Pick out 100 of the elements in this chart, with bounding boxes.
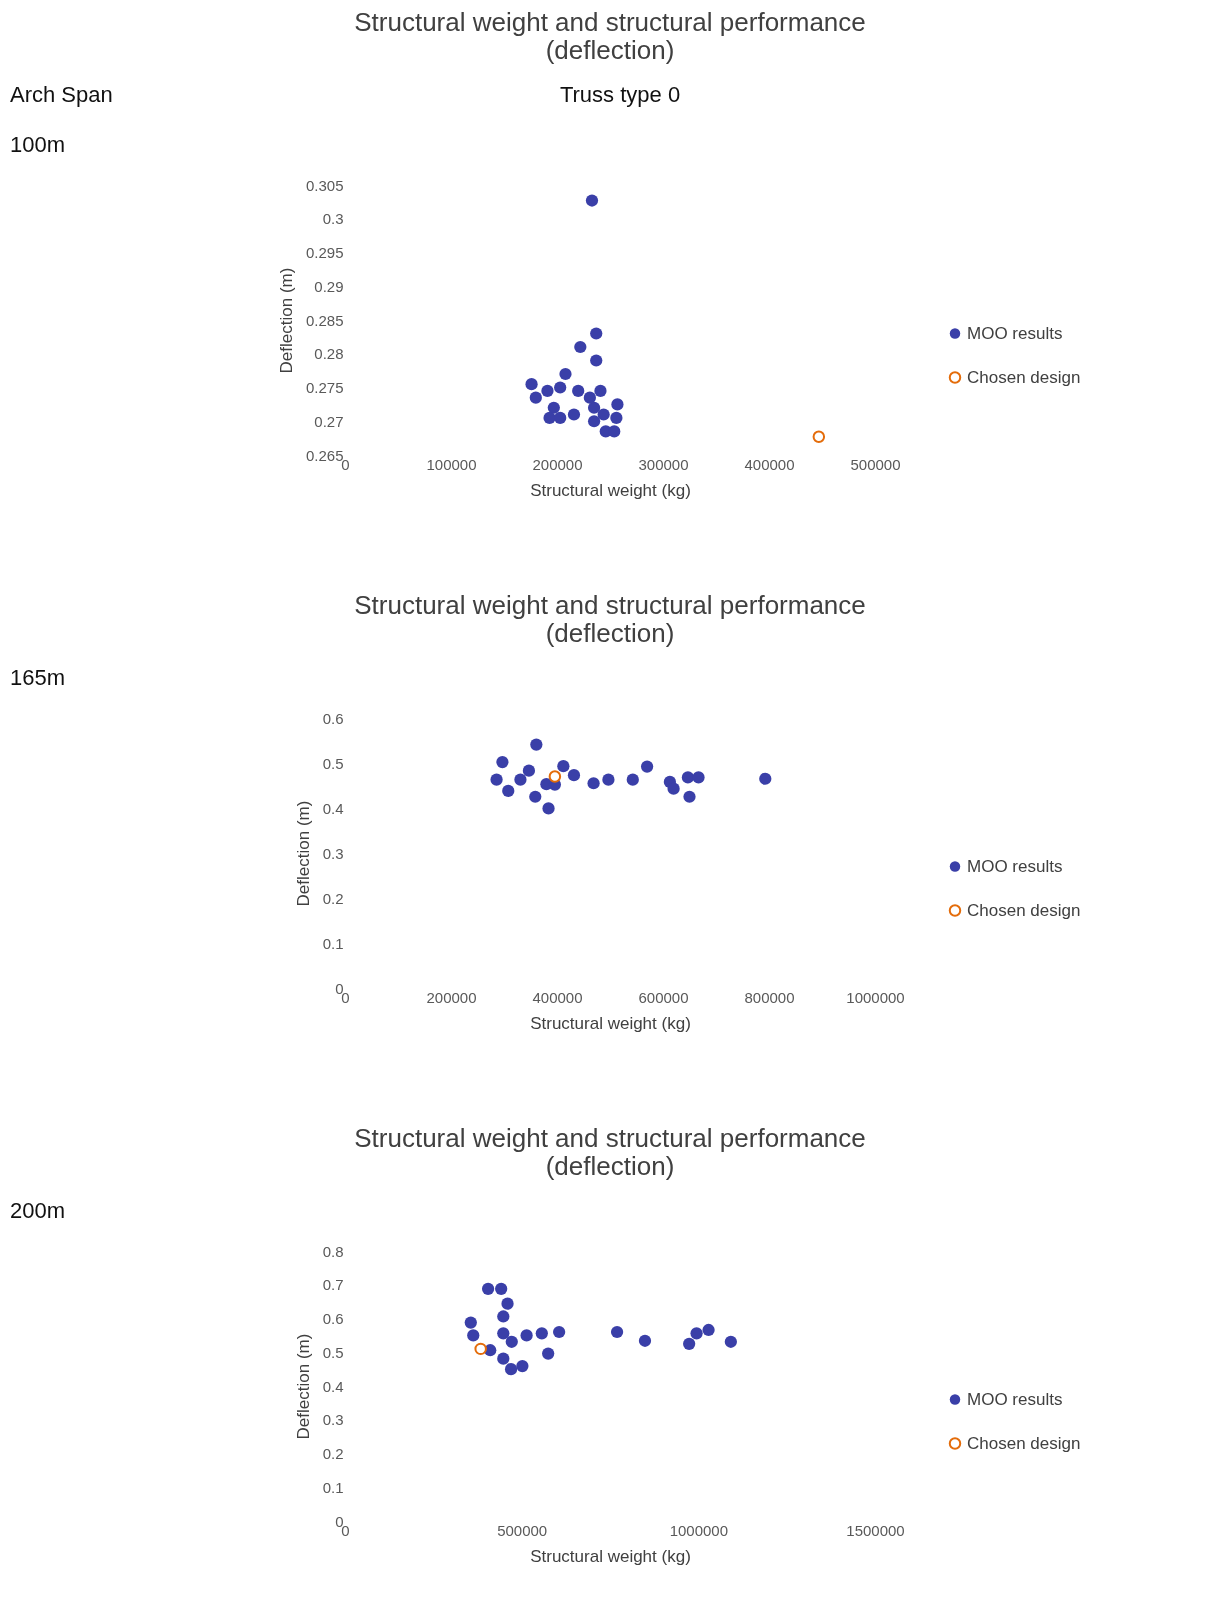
point <box>554 411 567 424</box>
text: (deflection) <box>545 35 675 65</box>
x-tick-label: 400000 <box>532 988 583 1006</box>
point <box>542 1347 555 1360</box>
y-tick-label: 0.5 <box>322 754 344 772</box>
y-tick-label: 0.295 <box>305 244 344 261</box>
y-tick-label: 0.2 <box>322 1445 344 1462</box>
y-tick-label: 0.6 <box>322 1310 344 1327</box>
point <box>611 398 624 411</box>
y-tick-label: 0.5 <box>322 1343 344 1361</box>
y-tick-label: 0.3 <box>322 210 344 228</box>
y-tick-label: 0.8 <box>322 1242 344 1260</box>
point <box>501 1297 514 1310</box>
point <box>520 1329 533 1342</box>
point <box>529 391 542 404</box>
x-tick-label: 600000 <box>638 988 689 1006</box>
point <box>574 340 587 354</box>
text: 165m <box>10 665 66 690</box>
y-tick-label: 0.3 <box>322 1411 344 1429</box>
legend-label: MOO results <box>967 856 1063 876</box>
y-tick-label: 0.1 <box>322 1478 344 1496</box>
point <box>812 430 826 444</box>
point <box>530 738 543 751</box>
legend-label: Chosen design <box>967 900 1081 920</box>
point <box>594 384 607 397</box>
point <box>514 773 527 786</box>
point <box>724 1335 737 1348</box>
y-axis-title: Deflection (m) <box>293 1333 313 1440</box>
legend-label: MOO results <box>967 1389 1063 1409</box>
point <box>587 415 601 428</box>
point <box>587 777 600 790</box>
point <box>590 354 603 367</box>
text: Truss type 0 <box>559 82 681 107</box>
point <box>590 327 603 340</box>
point <box>638 1334 652 1347</box>
x-tick-label: 1000000 <box>846 988 905 1006</box>
point <box>587 401 601 414</box>
point <box>567 408 581 421</box>
y-tick-label: 0.285 <box>305 311 344 329</box>
point <box>542 802 555 815</box>
legend-label: Chosen design <box>967 1433 1081 1453</box>
text: Arch Span <box>10 82 113 107</box>
point <box>529 790 542 803</box>
point <box>602 773 615 786</box>
point <box>626 773 639 786</box>
x-tick-label: 500000 <box>850 455 901 473</box>
y-tick-label: 0.27 <box>314 412 344 430</box>
y-tick-label: 0.4 <box>322 1377 344 1395</box>
x-axis-title: Structural weight (kg) <box>530 1013 691 1033</box>
point <box>497 1310 510 1323</box>
point <box>692 771 705 784</box>
point <box>554 381 567 394</box>
point <box>553 1325 566 1339</box>
point <box>490 773 503 786</box>
x-axis-title: Structural weight (kg) <box>530 1546 691 1566</box>
point <box>610 1325 624 1339</box>
y-tick-label: 0.6 <box>322 709 344 727</box>
point <box>543 411 556 424</box>
point <box>505 1335 518 1348</box>
text: Structural weight and structural performance <box>354 1123 866 1153</box>
point <box>496 755 509 769</box>
x-tick-label: 200000 <box>426 988 477 1006</box>
x-tick-label: 500000 <box>497 1521 548 1539</box>
text: (deflection) <box>545 1151 675 1181</box>
point <box>474 1342 487 1356</box>
point <box>548 770 562 783</box>
point <box>502 784 515 798</box>
point <box>567 769 581 782</box>
point <box>535 1327 548 1340</box>
point <box>583 391 596 404</box>
point <box>504 1363 518 1376</box>
y-axis-title: Deflection (m) <box>276 267 296 374</box>
y-axis-title: Deflection (m) <box>293 800 313 907</box>
point <box>497 1327 510 1340</box>
x-tick-label: 1500000 <box>846 1521 905 1539</box>
text: Structural weight and structural performance <box>354 590 866 620</box>
x-tick-label: 100000 <box>426 455 477 473</box>
y-tick-label: 0.275 <box>305 379 344 396</box>
point <box>667 782 680 795</box>
point <box>497 1352 510 1365</box>
x-tick-label: 400000 <box>744 455 795 473</box>
y-tick-label: 0.4 <box>322 799 344 817</box>
point <box>683 790 696 803</box>
text: 100m <box>10 132 66 157</box>
x-tick-label: 200000 <box>532 455 583 473</box>
point <box>557 760 570 773</box>
y-tick-label: 0.28 <box>314 345 344 363</box>
y-tick-label: 0.305 <box>305 176 344 194</box>
point <box>481 1282 495 1295</box>
point <box>522 764 536 777</box>
point <box>683 1337 696 1350</box>
text: Structural weight and structural performance <box>354 7 866 37</box>
point <box>464 1316 477 1329</box>
y-tick-label: 0.3 <box>322 844 344 862</box>
text: 200m <box>10 1198 66 1223</box>
point <box>559 367 572 381</box>
text: (deflection) <box>545 618 675 648</box>
point <box>610 411 623 424</box>
point <box>547 401 560 414</box>
point <box>585 194 599 207</box>
